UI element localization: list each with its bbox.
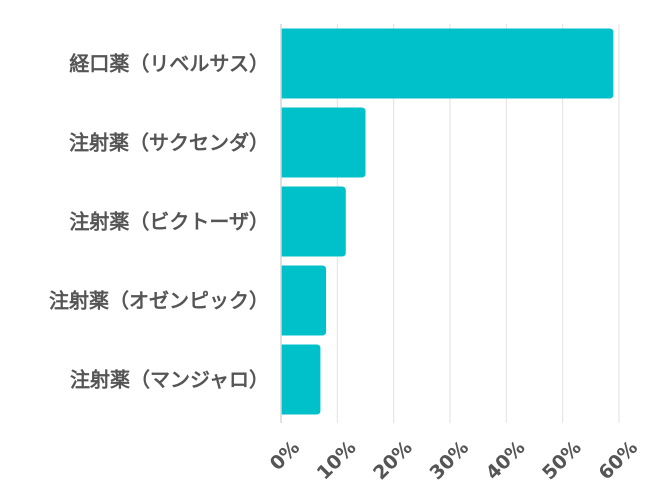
category-label: 経口薬（リベルサス）	[69, 52, 269, 76]
category-label: 注射薬（オゼンピック）	[49, 289, 269, 313]
x-tick-label: 60%	[594, 437, 642, 485]
bar-1	[281, 28, 614, 99]
x-tick-label: 20%	[369, 437, 417, 485]
x-tick-label: 40%	[482, 437, 530, 485]
x-tick-label: 0%	[266, 437, 304, 475]
x-tick-label: 50%	[538, 437, 586, 485]
category-label: 注射薬（ビクトーザ）	[69, 210, 269, 234]
bar-3	[281, 186, 346, 257]
bars	[281, 28, 614, 415]
x-tick-label: 30%	[425, 437, 473, 485]
category-label: 注射薬（サクセンダ）	[69, 131, 269, 155]
category-label: 注射薬（マンジャロ）	[70, 368, 269, 392]
x-tick-labels: 0% 10% 20% 30% 40% 50% 60%	[266, 437, 642, 485]
bar-5	[281, 344, 321, 415]
x-tick-label: 10%	[313, 437, 361, 485]
category-labels: 経口薬（リベルサス） 注射薬（サクセンダ） 注射薬（ビクトーザ） 注射薬（オゼンピック…	[49, 52, 269, 392]
bar-4	[281, 265, 327, 336]
bar-2	[281, 107, 366, 178]
